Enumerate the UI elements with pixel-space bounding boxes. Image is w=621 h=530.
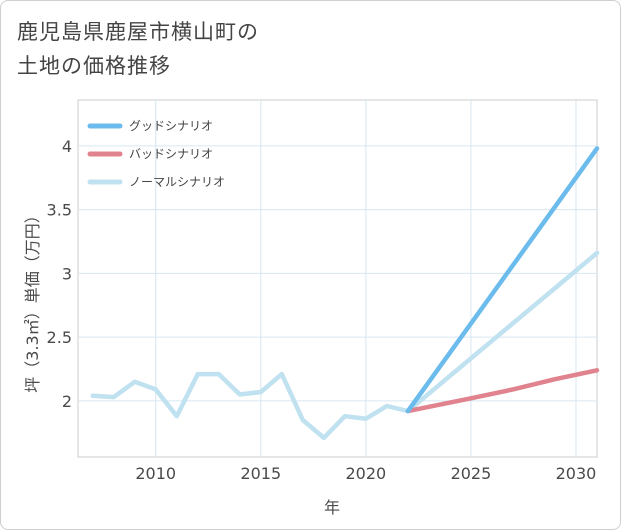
chart-title-line-1: 鹿児島県鹿屋市横山町の <box>17 20 259 44</box>
chart-title: 鹿児島県鹿屋市横山町の 土地の価格推移 <box>17 15 437 83</box>
x-tick-label: 2020 <box>346 464 387 483</box>
grid-lines <box>78 100 597 457</box>
y-tick-label: 2.5 <box>47 328 72 347</box>
y-tick-labels: 2 2.5 3 3.5 4 <box>47 137 72 411</box>
series-lines <box>90 146 600 441</box>
legend-label: ノーマルシナリオ <box>129 175 225 189</box>
legend-label: バッドシナリオ <box>129 147 213 161</box>
series-line <box>405 368 600 414</box>
x-tick-label: 2030 <box>556 464 597 483</box>
y-tick-label: 4 <box>62 137 72 156</box>
series-line <box>405 146 600 414</box>
y-tick-label: 3 <box>62 264 72 283</box>
y-tick-label: 2 <box>62 392 72 411</box>
x-axis-label: 年 <box>324 498 340 517</box>
x-tick-labels: 2010 2015 2020 2025 2030 <box>135 464 596 483</box>
x-tick-label: 2025 <box>451 464 492 483</box>
legend-label: グッドシナリオ <box>129 119 213 133</box>
x-tick-label: 2010 <box>135 464 176 483</box>
x-tick-label: 2015 <box>240 464 281 483</box>
y-tick-label: 3.5 <box>47 201 72 220</box>
y-axis-label: 坪（3.3㎡）単価（万円） <box>23 207 42 392</box>
series-line <box>90 250 600 441</box>
chart-title-line-2: 土地の価格推移 <box>17 54 171 78</box>
